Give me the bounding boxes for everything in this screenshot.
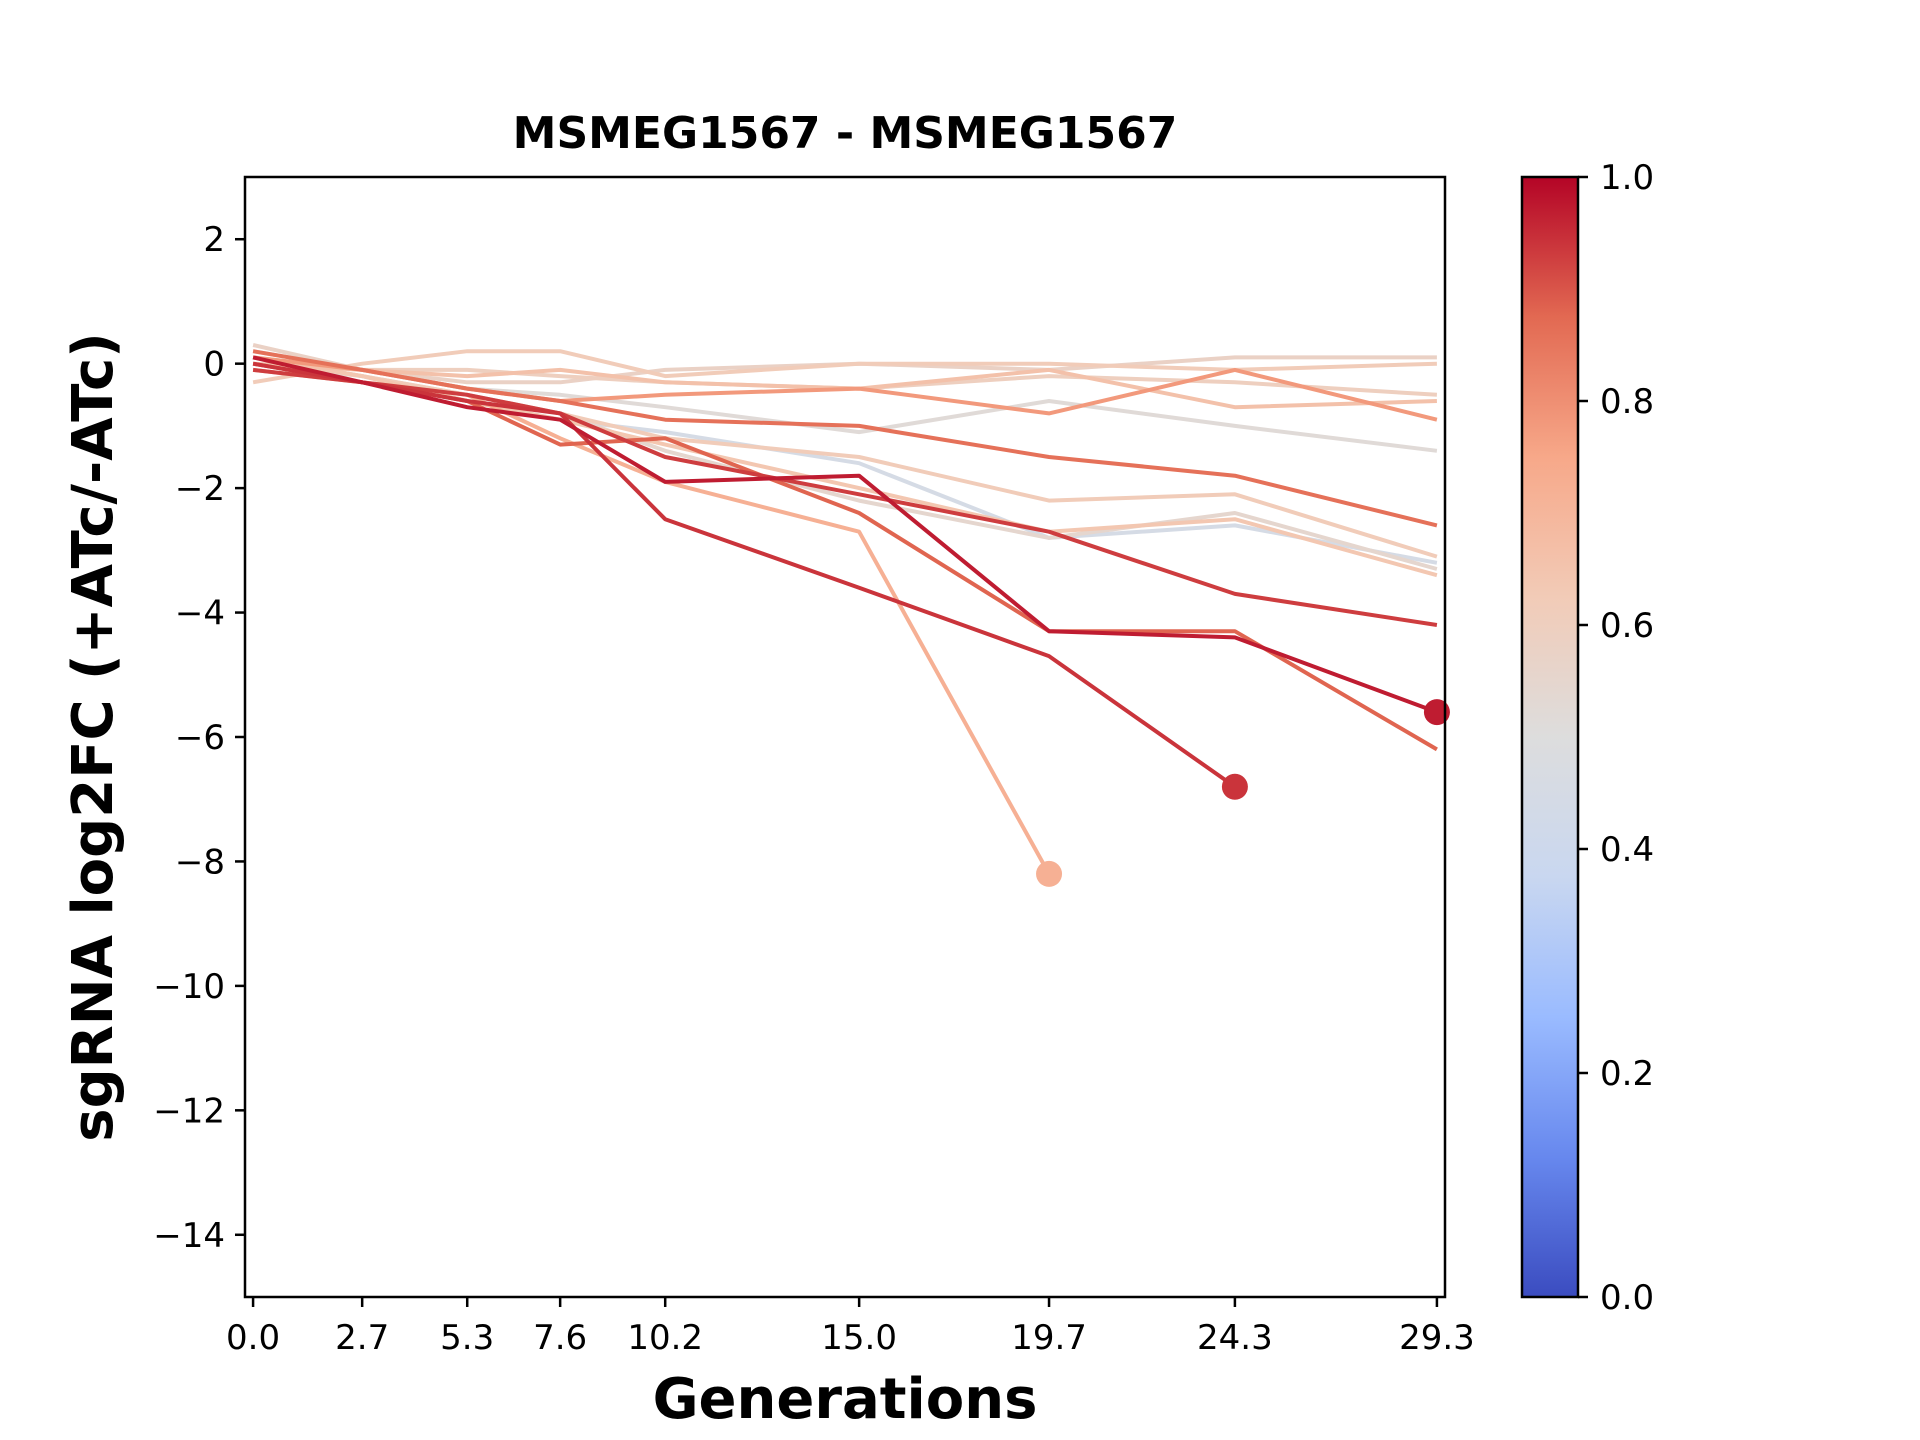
y-tick-label: 0 — [203, 345, 225, 385]
y-tick-label: −2 — [175, 469, 225, 509]
series-line — [252, 343, 1437, 385]
colorbar-ticks: 0.0 0.2 0.4 0.6 0.8 1.0 — [1578, 158, 1654, 1318]
x-tick-label: 29.3 — [1399, 1318, 1475, 1358]
colorbar-tick-label: 0.6 — [1600, 606, 1654, 646]
series-line — [252, 349, 1438, 528]
x-tick-label: 19.7 — [1011, 1318, 1087, 1358]
x-tick-label: 15.0 — [821, 1318, 897, 1358]
x-axis-label: Generations — [653, 1367, 1038, 1432]
colorbar-tick-label: 0.2 — [1600, 1054, 1654, 1094]
y-axis-ticks: 2 0 −2 −4 −6 −8 −10 −12 −14 — [153, 220, 245, 1256]
chart-title: MSMEG1567 - MSMEG1567 — [513, 108, 1178, 159]
colorbar — [1520, 175, 1580, 1299]
y-tick-label: −14 — [153, 1216, 225, 1256]
x-axis-ticks: 0.0 2.7 5.3 7.6 10.2 15.0 19.7 24.3 29.3 — [226, 1297, 1475, 1358]
colorbar-tick-label: 0.8 — [1600, 382, 1654, 422]
colorbar-tick-label: 1.0 — [1600, 158, 1654, 198]
colorbar-tick-label: 0.0 — [1600, 1278, 1654, 1318]
series-line — [252, 361, 1438, 752]
y-tick-label: −6 — [175, 718, 225, 758]
endpoint-marker — [1221, 773, 1248, 800]
y-axis-label: sgRNA log2FC (+ATc/-ATc) — [61, 332, 126, 1142]
series-line — [252, 349, 1437, 385]
x-tick-label: 10.2 — [627, 1318, 703, 1358]
endpoint-marker — [1036, 860, 1063, 887]
plot-lines — [252, 343, 1438, 875]
series-line — [252, 355, 1438, 578]
x-tick-label: 0.0 — [226, 1318, 280, 1358]
y-tick-label: −4 — [175, 594, 225, 634]
x-tick-label: 7.6 — [533, 1318, 587, 1358]
series-line — [252, 361, 1237, 789]
colorbar-tick-label: 0.4 — [1600, 830, 1654, 870]
plot-markers — [1036, 699, 1450, 887]
endpoint-marker — [1423, 699, 1450, 726]
y-tick-label: −8 — [175, 842, 225, 882]
y-tick-label: 2 — [203, 220, 225, 260]
series-line — [252, 355, 1438, 714]
x-tick-label: 24.3 — [1197, 1318, 1273, 1358]
series-line — [252, 361, 1437, 410]
series-line — [252, 367, 1438, 627]
y-tick-label: −12 — [153, 1091, 225, 1131]
y-tick-label: −10 — [153, 967, 225, 1007]
x-tick-label: 5.3 — [440, 1318, 494, 1358]
plot-frame — [243, 175, 1447, 1299]
x-tick-label: 2.7 — [335, 1318, 389, 1358]
